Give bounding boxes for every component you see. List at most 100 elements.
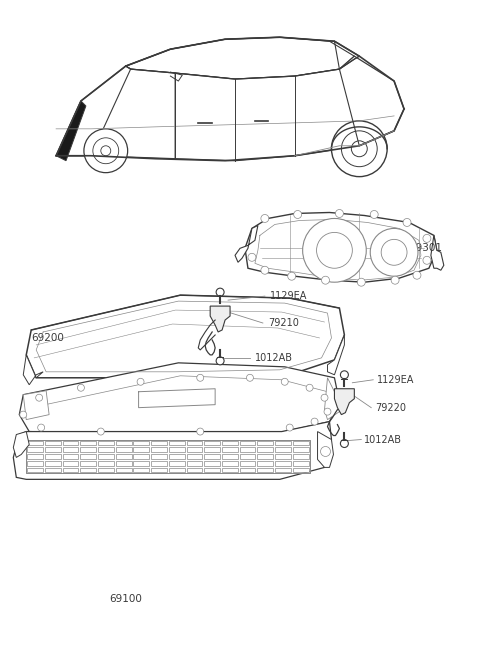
Polygon shape [245,212,437,282]
Bar [204,447,220,452]
Bar [45,454,60,459]
Circle shape [248,253,256,261]
Polygon shape [23,355,43,384]
Bar [204,468,220,472]
Bar [45,461,60,466]
Polygon shape [335,388,354,415]
Circle shape [370,210,378,219]
Circle shape [316,233,352,269]
Bar [133,468,149,472]
Bar [204,454,220,459]
Bar [27,468,43,472]
Circle shape [261,214,269,223]
Bar [293,454,309,459]
Circle shape [20,411,27,418]
Circle shape [321,447,330,457]
Circle shape [332,121,387,177]
Bar [222,454,238,459]
Bar [240,468,255,472]
Polygon shape [19,363,339,434]
Text: 1012AB: 1012AB [255,353,293,363]
Bar [116,454,132,459]
Bar [80,454,96,459]
Polygon shape [56,66,175,159]
Circle shape [413,271,421,279]
Polygon shape [210,306,230,332]
Bar [151,447,167,452]
Bar [187,447,203,452]
Polygon shape [13,422,332,479]
Bar [240,454,255,459]
Text: 69200: 69200 [31,333,64,343]
Circle shape [321,394,328,401]
Bar [240,447,255,452]
Bar [151,468,167,472]
Text: 69301: 69301 [409,244,442,253]
Bar [27,461,43,466]
Polygon shape [431,235,444,271]
Polygon shape [324,378,339,420]
Bar [169,454,185,459]
Bar [275,447,291,452]
Bar [293,441,309,445]
Polygon shape [175,56,404,160]
Bar [222,461,238,466]
Bar [116,447,132,452]
Bar [116,468,132,472]
Text: 79210: 79210 [268,318,299,328]
Bar [98,468,114,472]
Bar [98,454,114,459]
Bar [293,447,309,452]
Bar [63,468,78,472]
Bar [257,468,273,472]
Bar [63,461,78,466]
Circle shape [93,138,119,164]
Bar [169,441,185,445]
Circle shape [137,379,144,385]
Bar [204,461,220,466]
Bar [257,461,273,466]
Circle shape [381,239,407,265]
Circle shape [246,374,253,381]
Bar [98,441,114,445]
Bar [133,454,149,459]
Bar [275,468,291,472]
Bar [187,461,203,466]
Circle shape [37,424,45,431]
Bar [98,461,114,466]
Polygon shape [13,432,29,457]
Text: 1012AB: 1012AB [364,434,402,445]
Bar [133,461,149,466]
Circle shape [197,428,204,435]
Bar [98,447,114,452]
Bar [151,441,167,445]
Polygon shape [235,225,258,262]
Bar [222,447,238,452]
Circle shape [261,267,269,274]
Bar [222,468,238,472]
Circle shape [306,384,313,391]
Bar [116,461,132,466]
Circle shape [84,129,128,173]
Circle shape [216,357,224,365]
Bar [27,447,43,452]
Polygon shape [56,101,86,160]
Bar [257,447,273,452]
Text: 69100: 69100 [109,594,142,604]
Bar [80,468,96,472]
Circle shape [370,229,418,276]
Polygon shape [126,37,354,79]
Circle shape [197,374,204,381]
Polygon shape [23,391,49,420]
Bar [187,441,203,445]
Circle shape [341,131,377,166]
Circle shape [324,408,331,415]
Circle shape [311,418,318,425]
Bar [45,468,60,472]
Polygon shape [26,295,344,378]
Bar [275,441,291,445]
Bar [187,468,203,472]
Bar [187,454,203,459]
Bar [169,468,185,472]
Bar [169,447,185,452]
